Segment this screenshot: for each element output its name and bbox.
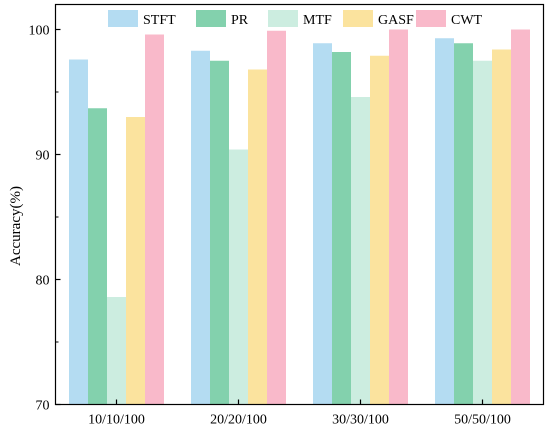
legend-label-gasf: GASF (378, 13, 414, 28)
legend-label-cwt: CWT (451, 13, 483, 28)
bars-layer (69, 29, 530, 405)
x-tick-label: 10/10/100 (88, 413, 145, 428)
bar-gasf-2 (248, 69, 267, 405)
bar-pr-2 (210, 60, 229, 405)
bar-pr-4 (454, 43, 473, 405)
bar-mtf-3 (351, 97, 370, 405)
y-tick-label: 90 (36, 149, 50, 164)
legend-swatch-stft (108, 10, 138, 27)
y-tick-label: 80 (36, 274, 50, 289)
bar-mtf-2 (229, 149, 248, 405)
bar-stft-1 (69, 59, 88, 405)
bar-cwt-4 (511, 29, 530, 405)
legend-swatch-cwt (416, 10, 446, 27)
bar-stft-2 (191, 50, 210, 405)
bar-pr-3 (332, 52, 351, 405)
legend-label-mtf: MTF (303, 13, 332, 28)
y-tick-label: 70 (36, 399, 50, 414)
plot-frame (54, 3, 545, 406)
legend-label-pr: PR (231, 13, 249, 28)
x-axis: 10/10/100 20/20/100 30/30/100 50/50/100 (88, 399, 511, 428)
bar-gasf-1 (126, 117, 145, 405)
x-tick-label: 20/20/100 (210, 413, 267, 428)
y-tick-label: 100 (29, 24, 50, 39)
x-tick-label: 50/50/100 (454, 413, 511, 428)
bar-stft-4 (435, 38, 454, 405)
bar-gasf-3 (370, 55, 389, 405)
bar-mtf-1 (107, 297, 126, 405)
legend-swatch-pr (196, 10, 226, 27)
x-tick-label: 30/30/100 (332, 413, 389, 428)
bar-gasf-4 (492, 49, 511, 405)
bar-mtf-4 (473, 60, 492, 405)
legend-swatch-mtf (268, 10, 298, 27)
bar-cwt-3 (389, 29, 408, 405)
legend-swatch-gasf (343, 10, 373, 27)
y-axis: 70 80 90 100 (29, 24, 61, 414)
bar-pr-1 (88, 108, 107, 405)
bar-stft-3 (313, 43, 332, 405)
y-axis-label: Accuracy(%) (8, 186, 24, 266)
bar-cwt-1 (145, 34, 164, 405)
legend: STFT PR MTF GASF CWT (108, 10, 483, 28)
legend-label-stft: STFT (143, 13, 176, 28)
bar-cwt-2 (267, 30, 286, 405)
